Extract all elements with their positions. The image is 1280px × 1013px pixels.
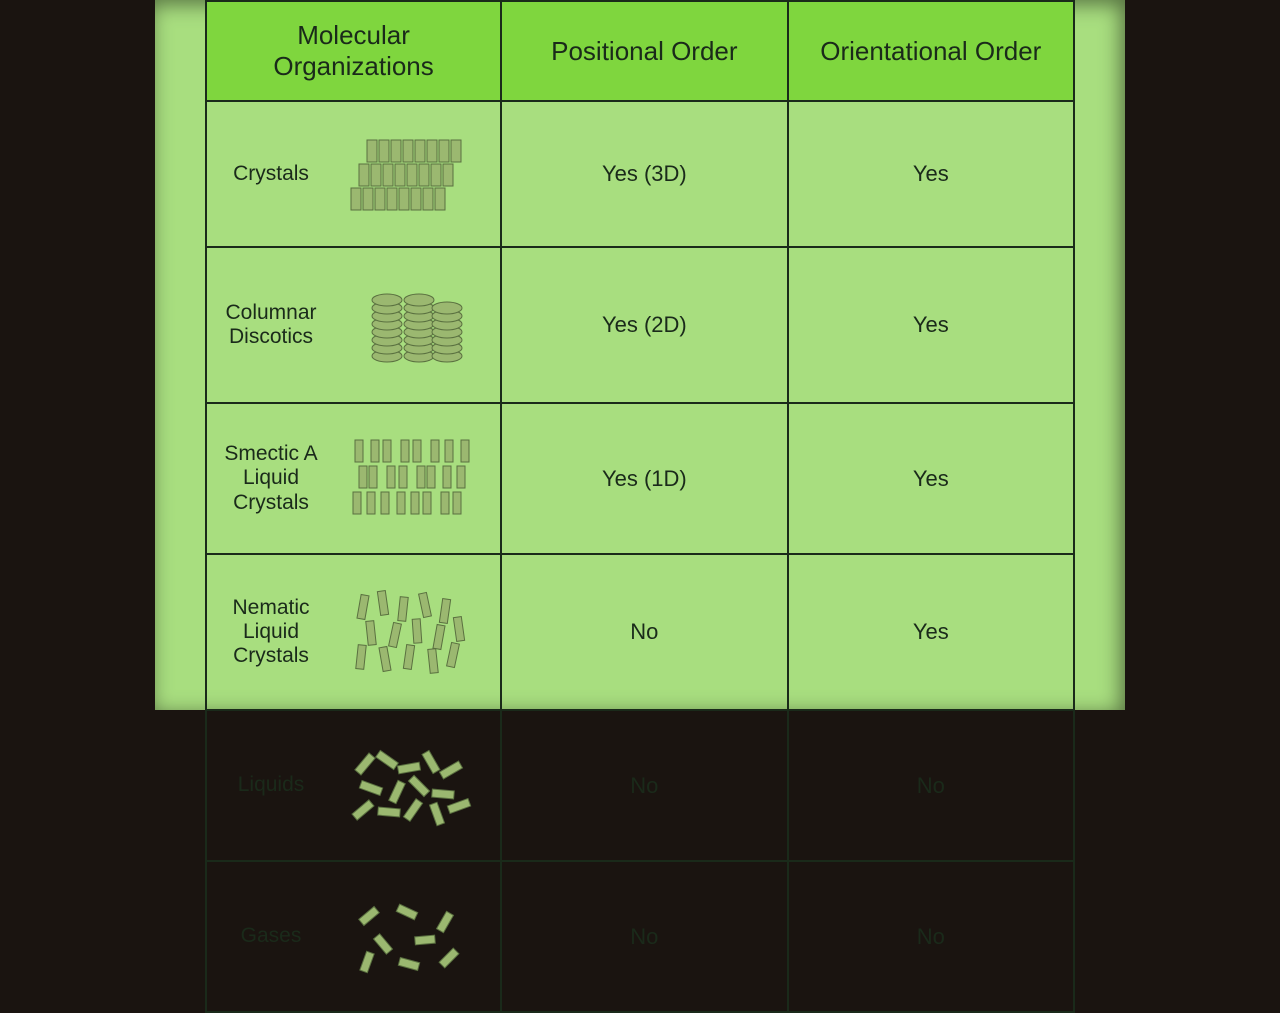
liquids-icon xyxy=(331,743,496,828)
orientational-cell: Yes xyxy=(788,247,1074,403)
columnar-icon xyxy=(331,280,496,370)
molecular-order-table: Molecular Organizations Positional Order… xyxy=(205,0,1075,1013)
row-label: Crystals xyxy=(211,162,331,186)
table-row: Nematic Liquid Crystals xyxy=(206,554,1074,710)
positional-cell: No xyxy=(501,554,787,710)
orientational-cell: Yes xyxy=(788,403,1074,554)
crystals-icon xyxy=(331,134,496,214)
orientational-cell: Yes xyxy=(788,101,1074,247)
orientational-cell: Yes xyxy=(788,554,1074,710)
positional-cell: Yes (1D) xyxy=(501,403,787,554)
col-header-organizations: Molecular Organizations xyxy=(206,1,501,101)
orientational-cell: No xyxy=(788,710,1074,861)
smectic-icon xyxy=(331,436,496,521)
table-row: Smectic A Liquid Crystals xyxy=(206,403,1074,554)
positional-cell: Yes (3D) xyxy=(501,101,787,247)
positional-cell: Yes (2D) xyxy=(501,247,787,403)
positional-cell: No xyxy=(501,710,787,861)
row-label: Liquids xyxy=(211,773,331,797)
col-header-orientational: Orientational Order xyxy=(788,1,1074,101)
nematic-icon xyxy=(331,587,496,677)
table-row: Columnar Discotics xyxy=(206,247,1074,403)
row-label: Gases xyxy=(211,924,331,948)
gases-icon xyxy=(331,894,496,979)
table-row: Gases xyxy=(206,861,1074,1012)
positional-cell: No xyxy=(501,861,787,1012)
orientational-cell: No xyxy=(788,861,1074,1012)
table-header-row: Molecular Organizations Positional Order… xyxy=(206,1,1074,101)
table-row: Crystals xyxy=(206,101,1074,247)
projection-screen: Molecular Organizations Positional Order… xyxy=(155,0,1125,710)
row-label: Nematic Liquid Crystals xyxy=(211,596,331,668)
row-label: Smectic A Liquid Crystals xyxy=(211,442,331,514)
table-row: Liquids xyxy=(206,710,1074,861)
row-label: Columnar Discotics xyxy=(211,301,331,349)
col-header-positional: Positional Order xyxy=(501,1,787,101)
